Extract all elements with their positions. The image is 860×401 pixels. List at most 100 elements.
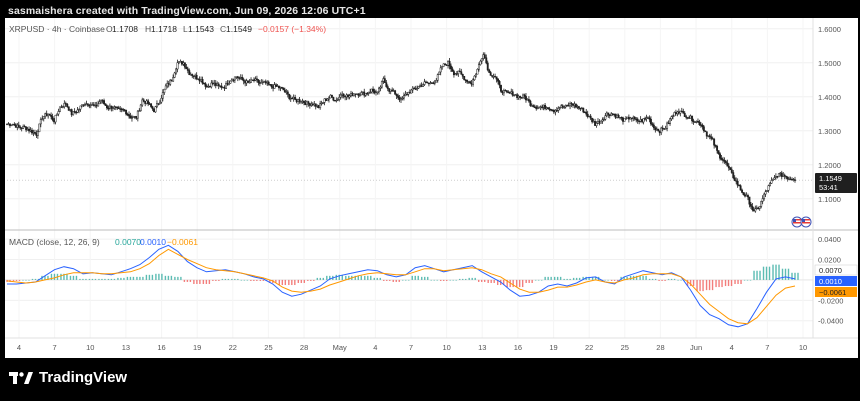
candle-body xyxy=(195,74,198,79)
chart-area[interactable]: 1.6000 1.5000 1.4000 1.3000 1.2000 1.1000 0.04… xyxy=(3,18,858,358)
open-label: O xyxy=(106,24,113,34)
macd-histogram-bar xyxy=(711,279,714,291)
candle-body xyxy=(410,89,413,94)
candle-body xyxy=(473,75,476,80)
candle-body xyxy=(657,128,660,132)
candle-body xyxy=(308,103,311,106)
symbol-label[interactable]: XRPUSD · 4h · Coinbase xyxy=(9,24,105,34)
candle-body xyxy=(660,127,663,134)
candle-body xyxy=(13,123,16,126)
time-tick-label: 7 xyxy=(53,343,57,352)
candle-body xyxy=(317,104,320,109)
price-chart-svg[interactable]: 1.6000 1.5000 1.4000 1.3000 1.2000 1.1000 0.04… xyxy=(3,18,858,358)
candle-body xyxy=(607,112,610,115)
macd-histogram-bar xyxy=(512,279,514,288)
candle-body xyxy=(156,103,158,107)
candle-body xyxy=(254,78,257,81)
candle-body xyxy=(610,113,613,116)
macd-histogram-bar xyxy=(553,276,556,280)
candle-body xyxy=(19,126,22,129)
us-flag-event-icon[interactable] xyxy=(800,216,812,228)
macd-histogram-bar xyxy=(376,277,378,280)
candle-body xyxy=(58,106,61,112)
macd-histogram-bar xyxy=(518,279,521,288)
candle-body xyxy=(495,76,498,80)
us-flag-event-icon[interactable] xyxy=(791,216,803,228)
macd-legend-label[interactable]: MACD (close, 12, 26, 9) xyxy=(9,237,100,247)
macd-histogram-bar xyxy=(281,279,284,286)
candle-body xyxy=(170,79,173,82)
macd-histogram-bar xyxy=(294,279,296,286)
candle-body xyxy=(97,103,100,107)
candle-body xyxy=(566,105,569,107)
macd-histogram-series xyxy=(3,264,799,292)
candle-countdown: 53:41 xyxy=(819,183,838,192)
candle-body xyxy=(51,116,54,121)
candle-body xyxy=(639,119,642,122)
macd-histogram-bar xyxy=(155,273,157,280)
candle-body xyxy=(483,54,486,59)
candle-body xyxy=(311,103,314,106)
high-label: H xyxy=(145,24,151,34)
macd-histogram-bar xyxy=(402,279,404,281)
candle-body xyxy=(29,129,32,132)
candle-body xyxy=(494,76,497,78)
candle-body xyxy=(633,116,636,120)
macd-histogram-bar xyxy=(778,264,780,280)
candle-body xyxy=(285,91,288,93)
candle-body xyxy=(682,111,685,114)
macd-histogram-bar xyxy=(316,277,319,280)
candle-body xyxy=(219,85,222,87)
candle-body xyxy=(766,190,769,192)
candle-body xyxy=(642,118,645,123)
candle-body xyxy=(592,121,595,123)
candle-body xyxy=(564,105,567,108)
macd-histogram-bar xyxy=(193,279,195,284)
macd-histogram-bar xyxy=(259,279,262,281)
candle-body xyxy=(172,77,175,82)
macd-histogram-bar xyxy=(515,279,518,288)
candle-body xyxy=(464,79,467,81)
time-axis-labels: 4 7 10 13 16 19 22 25 28 May 4 7 10 13 16 19 22 25 28 Jun 4 7… xyxy=(17,343,807,352)
candle-body xyxy=(513,94,516,97)
candle-body xyxy=(86,103,89,106)
candle-body xyxy=(492,76,495,78)
candle-body xyxy=(510,91,513,94)
price-tick-label: 1.2000 xyxy=(818,161,841,170)
macd-histogram-bar xyxy=(781,268,784,280)
macd-histogram-bar xyxy=(392,279,394,282)
candle-body xyxy=(547,107,549,109)
candle-body xyxy=(47,113,50,117)
candle-body xyxy=(574,103,577,108)
candle-body xyxy=(426,81,429,84)
candle-body xyxy=(158,101,161,104)
candle-body xyxy=(601,119,604,122)
candle-body xyxy=(92,104,95,106)
candle-body xyxy=(439,67,442,73)
time-tick-label: 22 xyxy=(585,343,593,352)
candle-body xyxy=(339,94,342,98)
candle-body xyxy=(186,68,189,71)
macd-legend-hist: 0.0070 xyxy=(115,237,141,247)
candle-body xyxy=(283,89,286,93)
candle-body xyxy=(498,81,501,86)
candle-body xyxy=(191,74,194,77)
candlestick-series xyxy=(6,52,813,213)
macd-histogram-bar xyxy=(25,279,27,281)
time-tick-label: May xyxy=(333,343,347,352)
macd-histogram-bar xyxy=(208,279,211,284)
macd-histogram-bar xyxy=(705,279,708,291)
candle-body xyxy=(460,71,463,75)
candle-body xyxy=(661,127,664,130)
macd-histogram-bar xyxy=(414,275,416,280)
macd-tick-label: 0.0200 xyxy=(818,256,841,265)
candle-body xyxy=(576,106,579,108)
candle-body xyxy=(226,83,229,86)
candle-body xyxy=(632,116,635,119)
macd-histogram-bar xyxy=(319,277,322,280)
macd-histogram-bar xyxy=(582,276,584,280)
candle-body xyxy=(175,68,178,74)
candle-body xyxy=(452,71,455,76)
candle-body xyxy=(101,100,104,102)
candle-body xyxy=(622,117,624,122)
